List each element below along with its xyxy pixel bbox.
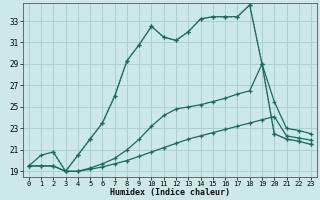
X-axis label: Humidex (Indice chaleur): Humidex (Indice chaleur)	[110, 188, 230, 197]
